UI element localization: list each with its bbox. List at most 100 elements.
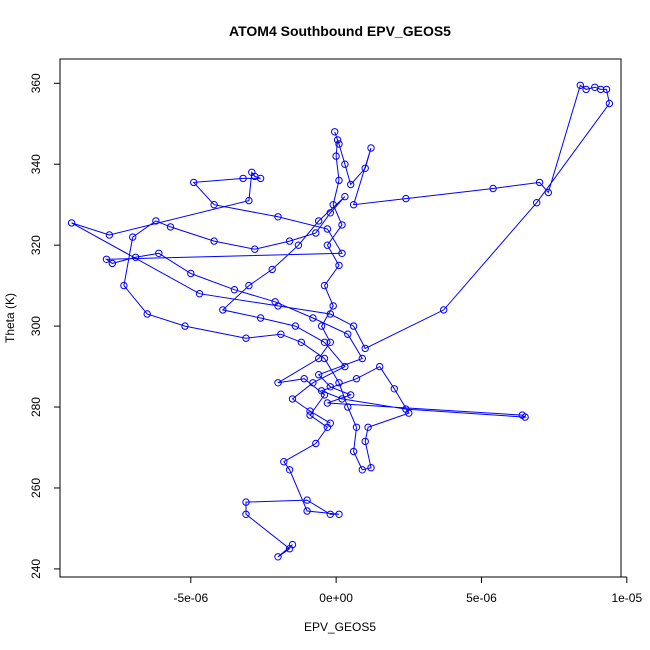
y-tick-label: 340 [29, 154, 43, 174]
data-point [323, 225, 332, 233]
data-point [402, 194, 410, 203]
data-point [256, 314, 265, 322]
data-point [489, 184, 497, 193]
data-point [329, 302, 337, 310]
data-point [315, 217, 323, 225]
data-point [67, 219, 76, 227]
data-point [251, 245, 259, 253]
x-tick-label: 1e-05 [611, 591, 642, 605]
data-point [376, 362, 384, 371]
data-point [277, 330, 285, 338]
data-point [331, 128, 339, 136]
data-point [317, 322, 326, 330]
y-tick-label: 260 [29, 478, 43, 498]
data-point [271, 298, 279, 306]
data-point [312, 439, 320, 448]
data-point [303, 507, 311, 515]
data-point [102, 255, 111, 263]
data-point [344, 330, 352, 338]
data-point [361, 344, 369, 353]
x-tick-label: 0e+00 [319, 591, 353, 605]
data-point [210, 237, 218, 245]
x-tick-label: 5e-06 [466, 591, 497, 605]
y-tick-label: 320 [29, 235, 43, 255]
data-point [367, 464, 375, 472]
data-point [323, 399, 332, 407]
y-tick-label: 240 [29, 559, 43, 579]
data-point [338, 395, 346, 403]
data-point [320, 338, 329, 346]
data-point [352, 375, 361, 383]
data-point [219, 306, 227, 314]
data-point [335, 510, 343, 518]
data-point [105, 231, 114, 239]
data-point [242, 498, 250, 506]
data-point [268, 265, 276, 274]
data-point [323, 241, 332, 249]
data-point [326, 510, 334, 518]
data-point [326, 209, 334, 217]
data-point [335, 379, 343, 387]
data-point [361, 164, 369, 173]
data-point [315, 354, 323, 363]
data-point [335, 140, 343, 148]
data-point [347, 391, 355, 399]
data-point [288, 395, 297, 403]
data-point [597, 85, 605, 94]
data-point [326, 419, 334, 427]
data-point [341, 362, 349, 371]
chart-title: ATOM4 Southbound EPV_GEOS5 [229, 23, 451, 39]
data-point [274, 553, 282, 561]
y-tick-label: 360 [29, 73, 43, 93]
data-point [242, 334, 250, 342]
data-point [187, 269, 195, 278]
y-axis: 240 260 280 300 320 340 360 [29, 73, 61, 579]
data-point [335, 261, 343, 270]
series-points [67, 81, 614, 561]
y-tick-label: 300 [29, 316, 43, 336]
data-point [544, 188, 552, 197]
data-point [195, 290, 204, 298]
data-point [309, 379, 317, 387]
data-point [300, 375, 308, 383]
data-point [332, 152, 340, 160]
data-point [605, 99, 614, 108]
x-axis: -5e-06 0e+00 5e-06 1e-05 [173, 576, 642, 605]
data-point [309, 314, 317, 322]
y-tick-label: 280 [29, 397, 43, 417]
data-point [181, 322, 189, 330]
data-point [361, 437, 369, 446]
data-point [338, 221, 346, 229]
data-point [349, 201, 358, 209]
data-point [326, 338, 334, 346]
series-line [71, 84, 610, 558]
series-lines [71, 84, 610, 558]
data-point [315, 371, 323, 379]
data-point [335, 176, 343, 185]
data-point [120, 281, 128, 290]
data-point [329, 201, 337, 209]
data-point [294, 241, 303, 249]
data-point [364, 423, 372, 431]
data-point [352, 423, 361, 431]
data-point [582, 85, 590, 94]
data-point [303, 496, 311, 504]
data-point [367, 144, 375, 152]
data-point [306, 411, 314, 419]
x-axis-label: EPV_GEOS5 [304, 620, 376, 634]
data-point [521, 413, 529, 421]
data-point [190, 178, 198, 187]
data-point [320, 354, 329, 363]
data-point [256, 174, 265, 183]
data-point [533, 199, 541, 207]
data-point [245, 281, 253, 290]
data-point [326, 310, 334, 318]
data-point [239, 174, 247, 183]
data-point [312, 229, 320, 237]
data-point [245, 196, 253, 205]
plot-frame [59, 58, 622, 578]
data-point [405, 409, 413, 417]
data-point [129, 233, 137, 241]
data-point [326, 383, 334, 391]
